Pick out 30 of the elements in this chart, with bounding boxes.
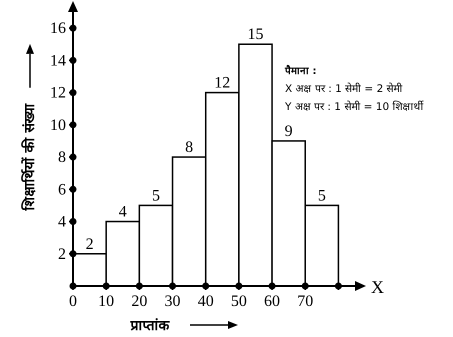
y-tick-label: 12 xyxy=(50,84,66,102)
x-tick-label: 60 xyxy=(264,293,280,310)
text: X xyxy=(371,277,384,297)
y-tick-label: 6 xyxy=(58,181,66,198)
data-label: 9 xyxy=(284,122,293,140)
y-tick-label: 16 xyxy=(50,20,66,38)
annotation: X अक्ष पर : 1 सेमी = 2 सेमी xyxy=(285,82,403,95)
x-tick-label: 10 xyxy=(98,293,114,310)
data-label: 5 xyxy=(152,187,160,204)
data-label: 15 xyxy=(247,26,264,44)
data-label: 12 xyxy=(214,74,230,92)
data-label: 8 xyxy=(185,139,194,156)
y-tick-label: 8 xyxy=(58,149,66,166)
data-label: 2 xyxy=(86,236,94,253)
x-tick-label: 20 xyxy=(131,293,148,310)
x-axis-title: प्राप्तांक xyxy=(130,318,170,334)
x-tick-label: 70 xyxy=(297,293,314,310)
data-label: 4 xyxy=(118,204,127,221)
y-tick-label: 10 xyxy=(50,116,66,134)
x-tick-label: 30 xyxy=(164,293,181,310)
x-tick-label: 50 xyxy=(230,293,247,310)
x-tick-label: 0 xyxy=(69,293,77,310)
y-axis-title: शिक्षार्थियों की संख्या xyxy=(21,102,38,212)
annotation: Y अक्ष पर : 1 सेमी = 10 शिक्षार्थी xyxy=(284,100,424,113)
y-tick-label: 2 xyxy=(58,246,66,263)
data-label: 5 xyxy=(318,187,326,204)
annotation: पैमाना : xyxy=(284,64,316,77)
y-tick-label: 4 xyxy=(58,214,66,231)
x-tick-label: 40 xyxy=(198,293,214,310)
y-tick-label: 14 xyxy=(50,52,66,70)
